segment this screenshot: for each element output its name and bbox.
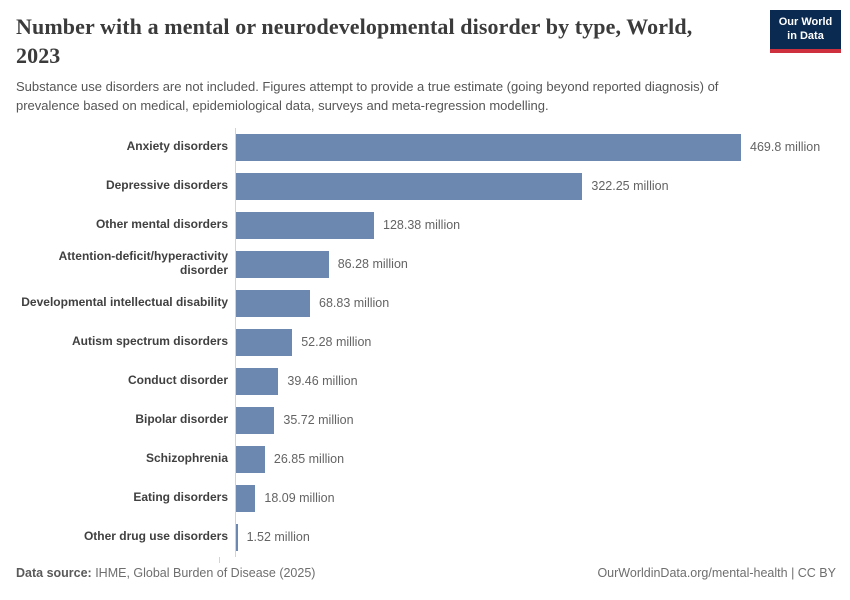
bar-row: Other mental disorders 128.38 million [16,205,850,245]
chart-subtitle: Substance use disorders are not included… [16,79,719,114]
plot-cell: 469.8 million [235,127,850,167]
category-label: Eating disorders [133,490,228,505]
page-title: Number with a mental or neurodevelopment… [16,12,754,70]
category-label: Other drug use disorders [83,529,228,544]
category-label: Depressive disorders [105,178,228,193]
bar-schizophrenia[interactable] [236,445,265,473]
bar-row: Conduct disorder 39.46 million [16,361,850,401]
bar-depressive-disorders[interactable] [236,172,583,200]
bar-eating-disorders[interactable] [236,484,256,512]
bar-row: Autism spectrum disorders 52.28 million [16,322,850,362]
category-label: Other mental disorders [95,217,228,232]
bar-value-label: 39.46 million [287,374,358,389]
bar-conduct-disorder[interactable] [236,367,279,395]
bar-value-label: 128.38 million [383,218,461,233]
bar-value-label: 1.52 million [246,530,310,545]
bar-value-label: 26.85 million [273,452,345,467]
bar-developmental-intellectual-disability[interactable] [236,289,310,317]
bar-chart: Anxiety disorders 469.8 million Depressive… [16,127,850,557]
plot-cell: 35.72 million [235,400,850,440]
data-source-note: Data source: IHME, Global Burden of Dise… [16,566,315,580]
bar-value-label: 18.09 million [264,491,335,506]
bar-row: Developmental intellectual disability 68.… [16,283,850,323]
bar-row: Anxiety disorders 469.8 million [16,127,850,167]
owid-logo-line-1: Our World [778,16,833,28]
bar-attention-deficit-hyperactivity-disorder[interactable] [236,250,329,278]
category-label: Developmental intellectual disability [21,295,228,310]
category-label: Schizophrenia [145,451,228,466]
bar-bipolar-disorder[interactable] [236,406,275,434]
plot-cell: 128.38 million [235,205,850,245]
category-label: Bipolar disorder [135,412,228,427]
plot-cell: 39.46 million [235,361,850,401]
plot-cell: 52.28 million [235,322,850,362]
bar-row: Schizophrenia 26.85 million [16,439,850,479]
bar-value-label: 86.28 million [337,257,408,272]
bar-anxiety-disorders[interactable] [236,133,741,161]
plot-cell: 26.85 million [235,439,850,479]
data-source-value: IHME, Global Burden of Disease (2025) [91,566,316,580]
plot-cell: 1.52 million [235,517,850,557]
owid-logo: Our World in Data [770,10,841,53]
axis-baseline-stub [219,556,229,563]
category-label: Anxiety disorders [126,139,228,154]
bar-value-label: 68.83 million [319,296,390,311]
bar-value-label: 35.72 million [283,413,354,428]
bar-row: Depressive disorders 322.25 million [16,166,850,206]
category-label: Attention-deficit/hyperactivity disorder [58,249,228,278]
plot-cell: 18.09 million [235,478,850,518]
category-label: Autism spectrum disorders [71,334,228,349]
bar-value-label: 322.25 million [591,179,669,194]
plot-cell: 68.83 million [235,283,850,323]
bar-row: Other drug use disorders 1.52 million [16,517,850,557]
bar-value-label: 469.8 million [750,140,821,155]
plot-cell: 86.28 million [235,244,850,284]
page-title-line-1: Number with a mental or neurodevelopment… [16,14,693,39]
owid-citation-link[interactable]: OurWorldinData.org/mental-health | CC BY [597,566,836,580]
chart-footer: Data source: IHME, Global Burden of Dise… [16,566,836,580]
category-label: Conduct disorder [127,373,228,388]
bar-value-label: 52.28 million [301,335,372,350]
chart-header: Number with a mental or neurodevelopment… [0,0,850,116]
page-title-line-2: 2023 [16,43,61,69]
data-source-label: Data source: [16,566,92,580]
bar-other-mental-disorders[interactable] [236,211,374,239]
bar-row: Attention-deficit/hyperactivity disorder… [16,244,850,284]
bar-row: Bipolar disorder 35.72 million [16,400,850,440]
plot-cell: 322.25 million [235,166,850,206]
bar-row: Eating disorders 18.09 million [16,478,850,518]
bar-autism-spectrum-disorders[interactable] [236,328,293,356]
owid-logo-line-2: in Data [787,29,824,42]
bar-other-drug-use-disorders[interactable] [236,523,238,551]
